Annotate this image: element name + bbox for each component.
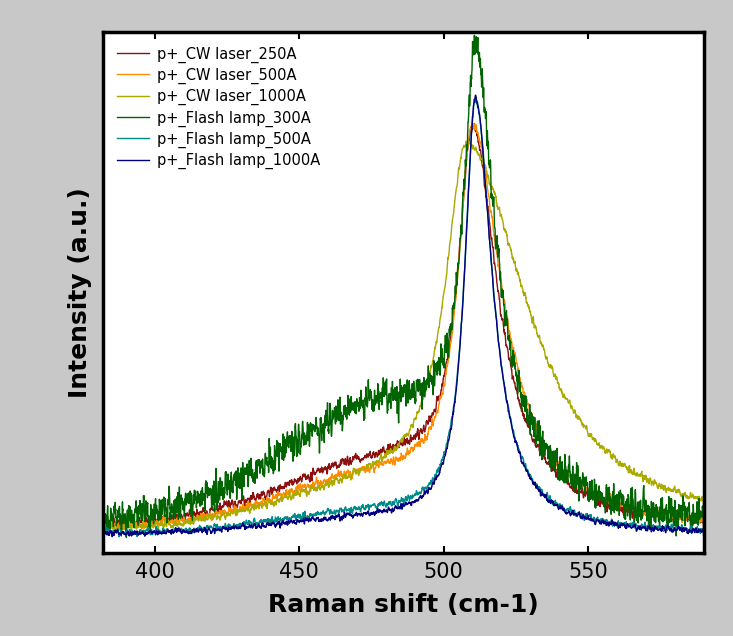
p+_Flash lamp_1000A [355,510,364,518]
p+_Flash lamp_500A [699,532,708,540]
p+_CW laser_1000A [688,493,696,501]
p+_Flash lamp_300A [122,534,130,541]
p+_CW laser_1000A [462,137,471,145]
p+_Flash lamp_1000A [202,529,211,536]
p+_Flash lamp_300A [699,533,708,541]
X-axis label: Raman shift (cm-1): Raman shift (cm-1) [268,593,539,617]
p+_Flash lamp_500A [328,509,337,516]
p+_CW laser_500A [98,528,107,536]
p+_CW laser_250A [328,462,337,469]
p+_CW laser_250A [623,509,632,516]
Line: p+_CW laser_1000A: p+_CW laser_1000A [103,141,704,535]
p+_CW laser_500A [329,474,338,481]
p+_Flash lamp_1000A [623,520,632,527]
p+_Flash lamp_500A [623,524,632,532]
p+_CW laser_500A [699,526,708,534]
p+_Flash lamp_300A [623,512,632,520]
p+_CW laser_500A [202,510,211,518]
p+_CW laser_250A [202,508,211,515]
p+_CW laser_500A [167,515,176,523]
p+_CW laser_1000A [98,531,107,539]
Legend: p+_CW laser_250A, p+_CW laser_500A, p+_CW laser_1000A, p+_Flash lamp_300A, p+_Fl: p+_CW laser_250A, p+_CW laser_500A, p+_C… [110,39,327,176]
Y-axis label: Intensity (a.u.): Intensity (a.u.) [67,187,92,398]
p+_CW laser_500A [117,529,126,536]
p+_CW laser_1000A [623,466,632,473]
p+_Flash lamp_300A [355,402,364,410]
p+_CW laser_500A [355,464,364,472]
p+_CW laser_250A [470,120,479,127]
p+_CW laser_250A [699,523,708,530]
p+_Flash lamp_500A [202,522,211,530]
p+_CW laser_500A [468,119,476,127]
Line: p+_CW laser_250A: p+_CW laser_250A [103,123,704,531]
p+_Flash lamp_300A [470,31,479,39]
p+_Flash lamp_500A [98,535,107,543]
p+_CW laser_250A [688,515,696,523]
p+_CW laser_1000A [699,513,708,520]
p+_Flash lamp_300A [202,479,211,487]
p+_Flash lamp_300A [167,504,176,512]
p+_Flash lamp_1000A [471,92,480,99]
p+_CW laser_1000A [167,523,176,530]
p+_CW laser_1000A [355,470,364,478]
p+_Flash lamp_500A [471,93,480,101]
p+_Flash lamp_300A [98,524,107,532]
p+_Flash lamp_1000A [98,534,107,542]
Line: p+_CW laser_500A: p+_CW laser_500A [103,123,704,532]
p+_CW laser_250A [98,527,107,535]
p+_Flash lamp_1000A [167,530,176,538]
p+_Flash lamp_500A [167,529,176,537]
Line: p+_Flash lamp_1000A: p+_Flash lamp_1000A [103,95,704,538]
p+_CW laser_500A [688,515,696,523]
Line: p+_Flash lamp_300A: p+_Flash lamp_300A [103,35,704,537]
p+_Flash lamp_300A [688,509,696,516]
p+_Flash lamp_500A [355,504,364,511]
Line: p+_Flash lamp_500A: p+_Flash lamp_500A [103,97,704,539]
p+_CW laser_500A [623,505,632,513]
p+_CW laser_1000A [202,515,211,523]
p+_Flash lamp_300A [329,410,338,417]
p+_CW laser_250A [167,511,176,519]
p+_Flash lamp_1000A [699,532,708,539]
p+_Flash lamp_1000A [328,513,337,521]
p+_Flash lamp_500A [688,523,696,531]
p+_CW laser_250A [355,455,364,463]
p+_Flash lamp_1000A [688,528,696,536]
p+_CW laser_1000A [328,478,337,485]
